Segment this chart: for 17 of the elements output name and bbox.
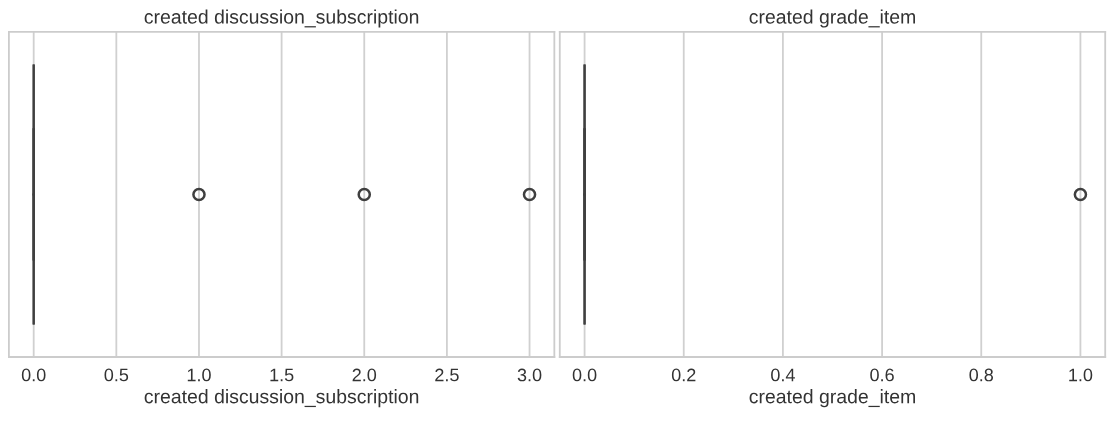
x-tick-label: 0.8 [969,368,994,382]
x-axis-title: created discussion_subscription [144,389,419,408]
x-tick-label: 2.0 [352,368,377,382]
chart-title: created discussion_subscription [144,9,419,28]
x-tick-label: 1.5 [270,368,294,382]
x-tick-label: 2.5 [435,368,459,382]
x-tick-label: 3.0 [517,368,542,382]
chart-title: created grade_item [749,9,915,28]
x-tick-label: 0.6 [870,368,894,382]
x-tick-label: 0.5 [104,368,129,382]
x-tick-label: 0.2 [671,368,696,382]
x-tick-label: 1.0 [187,368,211,382]
x-tick-label: 0.0 [21,368,46,382]
x-tick-label: 0.0 [572,368,597,382]
x-axis-title: created grade_item [749,389,915,408]
x-tick-label: 1.0 [1069,368,1093,382]
x-tick-label: 0.4 [771,368,795,382]
